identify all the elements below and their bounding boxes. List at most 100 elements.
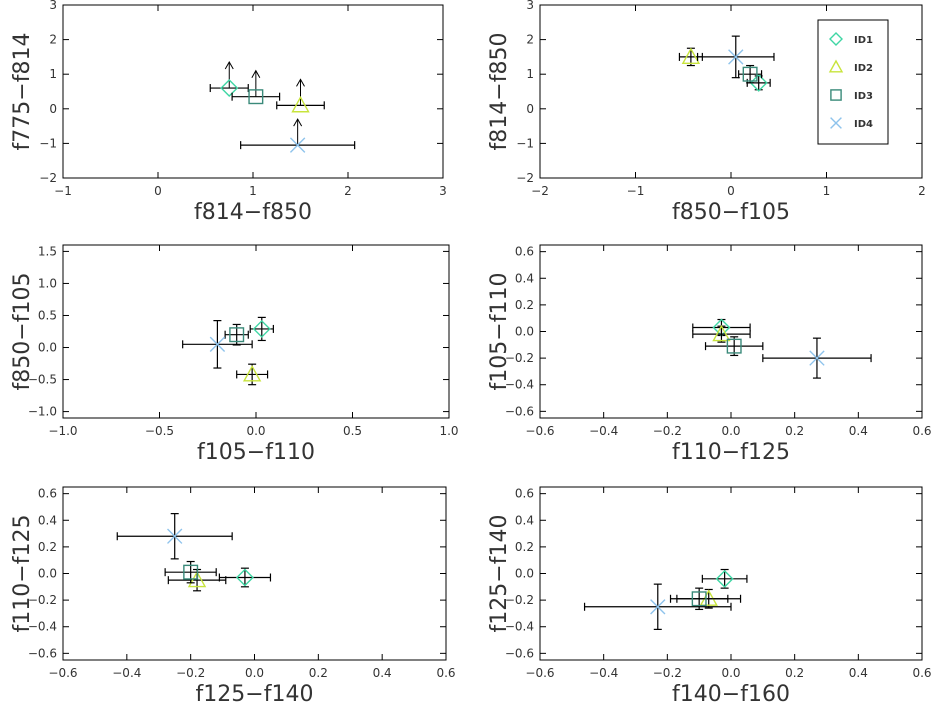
y-axis-label: f850−f105 <box>10 273 35 391</box>
x-axis-label: f850−f105 <box>672 200 790 225</box>
y-axis-label: f775−f814 <box>10 33 35 151</box>
x-tick-label: −0.6 <box>525 424 554 438</box>
legend-label-id3: ID3 <box>854 91 873 102</box>
y-tick-label: −0.4 <box>505 378 534 392</box>
y-tick-label: 0.2 <box>515 540 534 554</box>
square-icon <box>742 66 758 82</box>
data-point-id3 <box>704 336 764 357</box>
y-tick-label: 0.2 <box>515 298 534 312</box>
triangle-icon <box>291 95 310 113</box>
x-tick-label: −1 <box>54 184 72 198</box>
x-tick-label: 2 <box>918 184 926 198</box>
data-point-id2 <box>236 363 269 386</box>
y-tick-label: 0.6 <box>515 245 534 259</box>
y-tick-label: −1.0 <box>28 405 57 419</box>
data-point-id4 <box>182 320 253 369</box>
diamond-icon <box>220 79 239 98</box>
y-axis-label: f110−f125 <box>10 515 35 633</box>
y-tick-label: −0.4 <box>505 620 534 634</box>
data-point-id1 <box>209 61 249 98</box>
legend-label-id2: ID2 <box>854 63 873 74</box>
legend-box <box>817 19 889 145</box>
data-point-id1 <box>249 316 274 342</box>
y-tick-label: −0.5 <box>28 373 57 387</box>
plot-frame <box>62 486 447 661</box>
y-tick-label: 0 <box>526 102 534 116</box>
triangle-icon <box>242 364 262 382</box>
x-tick-label: −0.5 <box>145 424 174 438</box>
x-axis-label: f110−f125 <box>672 440 790 465</box>
x-tick-label: 0.0 <box>721 666 740 680</box>
x-tick-label: −0.4 <box>589 424 618 438</box>
diamond-icon <box>252 319 271 338</box>
diamond-icon <box>749 73 768 92</box>
y-tick-label: −0.2 <box>505 351 534 365</box>
data-point-id4 <box>583 583 732 630</box>
y-tick-label: −0.6 <box>505 404 534 418</box>
lower-limit-arrow-head <box>251 69 261 78</box>
x-tick-label: 0.0 <box>245 666 264 680</box>
x-tick-label: 0.4 <box>849 666 868 680</box>
x-tick-label: −0.4 <box>589 666 618 680</box>
cross-icon <box>809 350 825 366</box>
x-axis-label: f125−f140 <box>196 682 314 707</box>
y-tick-label: 3 <box>49 0 57 12</box>
x-tick-label: −2 <box>531 184 549 198</box>
square-icon <box>248 89 264 105</box>
y-tick-label: 0.0 <box>515 325 534 339</box>
cross-icon <box>650 599 666 615</box>
y-tick-label: 0.0 <box>38 341 57 355</box>
data-point-id2 <box>167 568 227 592</box>
x-tick-label: 0 <box>154 184 162 198</box>
y-tick-label: 0.5 <box>38 308 57 322</box>
x-tick-label: 0.6 <box>912 666 931 680</box>
y-tick-label: −0.6 <box>28 646 57 660</box>
x-tick-label: 0.2 <box>785 666 804 680</box>
x-tick-label: 0.4 <box>373 666 392 680</box>
panel-3: −1.0 −0.5 0.0 0.5 1.0 −1.0 −0.5 0.0 0.5 1.0 1.5 f10… <box>10 244 459 465</box>
data-point-id4 <box>240 118 356 153</box>
cross-icon <box>728 49 744 65</box>
diamond-icon <box>235 568 254 587</box>
data-point-id3 <box>669 587 729 611</box>
panel-4: −0.6 −0.4 −0.2 0.0 0.2 0.4 0.6 −0.6 −0.4 −0.2 0.0 0… <box>487 244 932 465</box>
y-axis-label: f125−f140 <box>487 515 512 633</box>
x-tick-label: 1.0 <box>439 424 458 438</box>
y-tick-label: 1.0 <box>38 276 57 290</box>
x-tick-label: 0.6 <box>436 666 455 680</box>
y-tick-label: −0.4 <box>28 620 57 634</box>
x-tick-label: 0 <box>727 184 735 198</box>
cross-icon <box>167 528 183 544</box>
data-point-id4 <box>762 337 872 379</box>
x-axis-label: f105−f110 <box>197 440 315 465</box>
data-point-id1 <box>701 568 748 589</box>
triangle-icon <box>681 47 701 64</box>
lower-limit-arrow-head <box>293 118 303 127</box>
data-point-id3 <box>738 64 763 84</box>
x-tick-label: −0.4 <box>112 666 141 680</box>
y-tick-label: −0.2 <box>28 593 57 607</box>
y-tick-label: −2 <box>516 171 534 185</box>
x-tick-label: 2 <box>344 184 352 198</box>
x-tick-label: 0.2 <box>785 424 804 438</box>
lower-limit-arrow-head <box>224 61 234 70</box>
y-tick-label: 0.0 <box>515 567 534 581</box>
y-tick-label: 2 <box>49 33 57 47</box>
data-point-id1 <box>218 567 272 588</box>
square-icon <box>229 327 245 343</box>
y-tick-label: 1.5 <box>38 244 57 258</box>
x-tick-label: −0.2 <box>653 424 682 438</box>
x-tick-label: −0.6 <box>48 666 77 680</box>
y-tick-label: 0.2 <box>38 540 57 554</box>
x-tick-label: 0.0 <box>246 424 265 438</box>
x-tick-label: −0.6 <box>525 666 554 680</box>
y-tick-label: −0.2 <box>505 593 534 607</box>
data-point-id3 <box>164 560 217 584</box>
panel-6: −0.6 −0.4 −0.2 0.0 0.2 0.4 0.6 −0.6 −0.4 −0.2 0.0 0… <box>487 486 932 707</box>
x-tick-label: 0.4 <box>849 424 868 438</box>
cross-icon <box>830 117 842 129</box>
x-tick-label: −1.0 <box>48 424 77 438</box>
